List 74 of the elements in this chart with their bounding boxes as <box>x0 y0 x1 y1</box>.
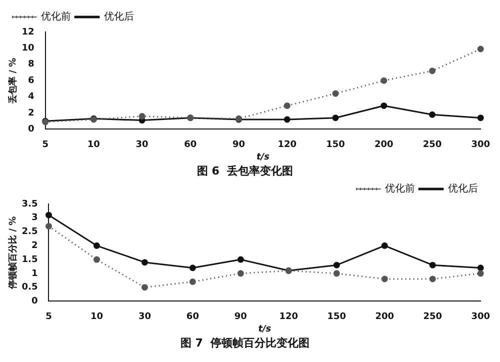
x-tick-label: 10 <box>90 312 103 322</box>
x-tick-label: 300 <box>471 140 490 150</box>
point <box>93 242 100 249</box>
x-tick-label: 30 <box>138 312 151 322</box>
legend-label: 优化前 <box>385 182 415 195</box>
point <box>141 259 148 266</box>
text: 图 6 丢包率变化图 <box>196 164 294 178</box>
y-tick-label: 8 <box>28 60 34 70</box>
y-axis-title: 停顿帧百分比 / % <box>8 216 19 290</box>
y-tick-label: 0.5 <box>22 282 38 293</box>
point <box>429 262 436 268</box>
x-tick-label: 300 <box>471 312 490 322</box>
y-tick-label: 0 <box>31 296 38 307</box>
x-axis-title: t/s <box>256 152 270 163</box>
point <box>380 102 388 109</box>
y-tick-label: 1 <box>31 268 38 279</box>
point <box>381 276 388 282</box>
y-tick-label: 3 <box>31 213 38 224</box>
legend-label: 优化前 <box>41 10 71 23</box>
y-tick-label: 2 <box>31 241 38 251</box>
point <box>380 77 388 84</box>
x-tick-label: 120 <box>279 312 298 322</box>
y-tick-label: 10 <box>22 44 34 54</box>
x-tick-label: 5 <box>42 140 48 150</box>
x-tick-label: 5 <box>46 312 52 322</box>
point <box>189 278 196 286</box>
legend-label: 优化后 <box>104 10 134 23</box>
point <box>477 264 484 272</box>
y-tick-label: 4 <box>28 92 34 102</box>
x-tick-label: 200 <box>375 312 394 322</box>
point <box>141 284 148 291</box>
x-tick-label: 120 <box>278 140 297 150</box>
y-tick-label: 6 <box>28 76 34 86</box>
point <box>333 262 340 268</box>
point <box>189 264 196 272</box>
point <box>429 276 436 282</box>
x-tick-label: 150 <box>327 312 346 322</box>
y-tick-label: 3.5 <box>22 199 38 210</box>
point <box>428 68 436 74</box>
point <box>333 270 340 277</box>
point <box>477 46 484 52</box>
point <box>45 222 52 230</box>
point <box>428 111 436 118</box>
text: 图 7 停顿帧百分比变化图 <box>180 336 310 350</box>
x-tick-label: 200 <box>374 140 394 150</box>
point <box>332 90 339 97</box>
y-axis-title: 丢包率 / % <box>8 58 19 104</box>
x-axis-title: t/s <box>258 324 272 335</box>
point <box>284 116 290 123</box>
y-tick-label: 2 <box>28 108 34 118</box>
point <box>284 102 290 109</box>
point <box>477 270 484 277</box>
point <box>45 212 52 218</box>
x-tick-label: 90 <box>232 140 246 150</box>
y-tick-label: 0 <box>28 124 34 135</box>
point <box>381 242 388 249</box>
x-tick-label: 250 <box>422 140 442 150</box>
point <box>93 256 100 263</box>
x-tick-label: 60 <box>186 312 199 322</box>
x-tick-label: 10 <box>87 140 100 150</box>
x-tick-label: 150 <box>326 140 345 150</box>
legend-label: 优化后 <box>448 182 478 195</box>
x-tick-label: 90 <box>234 312 247 322</box>
y-tick-label: 1.5 <box>22 254 38 265</box>
x-tick-label: 250 <box>423 312 442 322</box>
point <box>138 112 146 120</box>
y-tick-label: 2.5 <box>22 227 38 238</box>
x-tick-label: 60 <box>184 140 197 150</box>
point <box>237 256 244 263</box>
y-tick-label: 12 <box>22 27 34 38</box>
point <box>237 270 244 277</box>
x-tick-label: 30 <box>136 140 148 150</box>
point <box>477 114 484 122</box>
point <box>332 114 339 122</box>
